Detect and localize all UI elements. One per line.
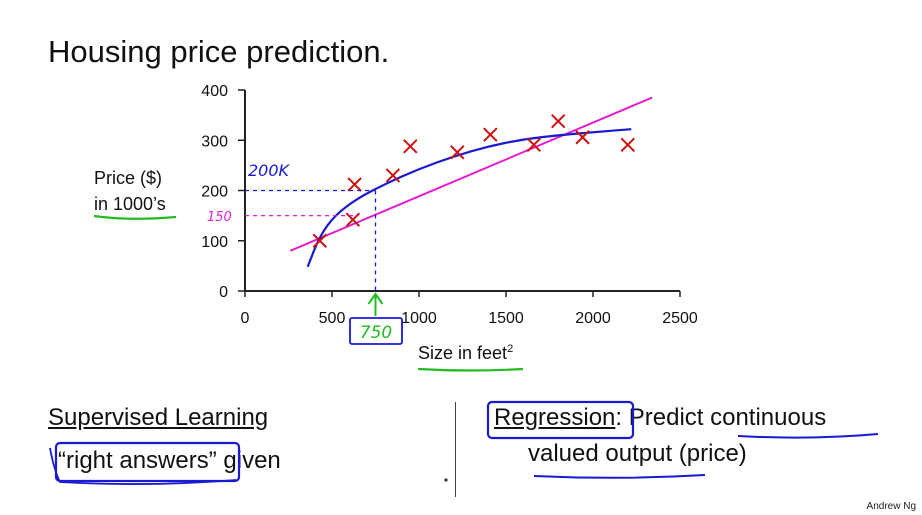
ink-dot — [444, 478, 448, 482]
data-point-marker — [483, 127, 498, 142]
linear-fit-line — [289, 96, 653, 252]
x-axis-label-superscript: 2 — [507, 343, 514, 355]
y-axis-label-line-2: in 1000’s — [94, 194, 166, 214]
data-point-stroke — [575, 130, 590, 145]
annotation-750-label: 750 — [360, 323, 392, 343]
supervised-learning-heading: Supervised Learning — [48, 404, 269, 431]
data-point-stroke — [526, 137, 542, 152]
right-answers-text: “right answers” — [58, 447, 217, 474]
x-tick-label: 500 — [319, 310, 346, 327]
right-answers-scribble — [49, 447, 237, 485]
regression-line-2: valued output (price) — [528, 440, 747, 468]
y-tick-label: 200 — [201, 184, 228, 201]
data-point-stroke — [385, 168, 401, 183]
data-point-marker — [575, 130, 590, 145]
annotation-150-label: 150 — [207, 210, 232, 225]
regression-heading: Regression: Predict continuous — [494, 404, 826, 432]
given-text: given — [216, 447, 281, 474]
data-point-stroke — [312, 233, 328, 248]
regression-description: : Predict continuous — [615, 404, 827, 431]
x-axis-label-text: Size in feet — [418, 343, 508, 363]
data-point-marker — [620, 137, 636, 152]
data-point-marker — [347, 177, 362, 192]
annotation-200k-label: 200K — [248, 161, 291, 180]
valued-output-underline — [533, 474, 706, 479]
data-point-stroke — [345, 212, 361, 227]
data-point-stroke — [347, 177, 362, 192]
right-answers-box — [54, 441, 241, 483]
y-tick-label: 0 — [219, 284, 228, 301]
xlabel-underline — [417, 367, 524, 372]
data-point-stroke — [620, 137, 636, 152]
data-point-stroke — [450, 145, 465, 160]
y-axis-label-line-1: Price ($) — [94, 168, 163, 188]
annotation-arrow-head — [367, 292, 384, 305]
data-point-marker — [312, 233, 328, 248]
valued-output-text: valued output — [528, 440, 673, 467]
annotation-750-box — [349, 317, 403, 345]
data-point-marker — [450, 145, 465, 160]
slide-title: Housing price prediction. — [48, 34, 390, 69]
y-axis-label: Price ($) in 1000’s — [94, 165, 166, 217]
data-point-marker — [403, 139, 418, 154]
y-tick-label: 100 — [201, 234, 228, 251]
data-point-marker — [345, 212, 361, 227]
data-point-stroke — [483, 127, 498, 142]
price-text: (price) — [672, 440, 747, 467]
data-point-stroke — [403, 139, 418, 154]
curve-fit-line — [306, 128, 632, 268]
panel-divider — [455, 402, 456, 497]
ylabel-underline — [93, 214, 177, 220]
x-tick-label: 0 — [241, 310, 250, 327]
x-tick-label: 1000 — [401, 310, 437, 327]
regression-term: Regression — [494, 404, 616, 431]
data-point-marker — [385, 168, 401, 183]
data-point-stroke — [550, 113, 566, 129]
data-point-marker — [526, 137, 542, 152]
regression-box — [486, 400, 635, 440]
y-tick-label: 300 — [201, 133, 228, 150]
author-credit: Andrew Ng — [866, 501, 916, 512]
data-point-marker — [550, 113, 566, 129]
x-tick-label: 1500 — [488, 310, 524, 327]
right-answers-line: “right answers” given — [58, 447, 281, 475]
x-tick-label: 2000 — [575, 310, 611, 327]
y-tick-label: 400 — [201, 83, 228, 100]
x-axis-label: Size in feet2 — [418, 343, 513, 364]
x-tick-label: 2500 — [662, 310, 698, 327]
continuous-underline — [737, 433, 879, 439]
